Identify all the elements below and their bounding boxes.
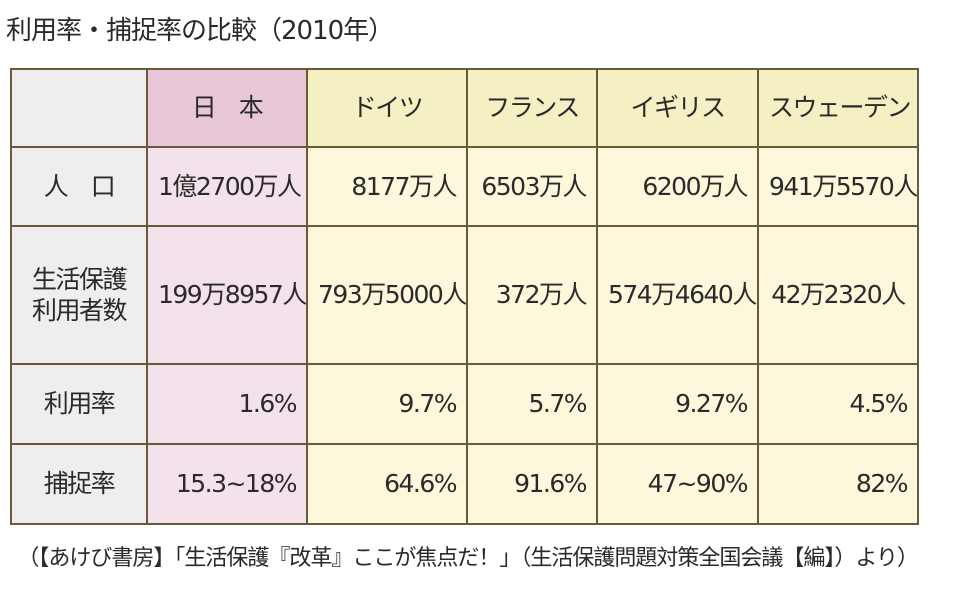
table-cell: 5.7% bbox=[466, 363, 598, 445]
table-corner-cell bbox=[10, 68, 148, 148]
table-cell: 64.6% bbox=[306, 443, 468, 525]
row-header-recipients: 生活保護 利用者数 bbox=[10, 225, 148, 365]
table-cell: 199万8957人 bbox=[146, 225, 308, 365]
comparison-table: 日 本 ドイツ フランス イギリス スウェーデン 人 口 1億2700万人 81… bbox=[10, 68, 919, 525]
table-header-row: 日 本 ドイツ フランス イギリス スウェーデン bbox=[10, 68, 919, 148]
page-title: 利用率・捕捉率の比較（2010年） bbox=[6, 16, 394, 46]
table-row-population: 人 口 1億2700万人 8177万人 6503万人 6200万人 941万55… bbox=[10, 146, 919, 227]
table-cell: 574万4640人 bbox=[596, 225, 759, 365]
table-cell: 4.5% bbox=[757, 363, 919, 445]
table-row-usage-rate: 利用率 1.6% 9.7% 5.7% 9.27% 4.5% bbox=[10, 363, 919, 445]
table-cell: 1億2700万人 bbox=[146, 146, 308, 227]
column-header-japan: 日 本 bbox=[146, 68, 308, 148]
table-row-take-up-rate: 捕捉率 15.3~18% 64.6% 91.6% 47~90% 82% bbox=[10, 443, 919, 525]
table-cell: 15.3~18% bbox=[146, 443, 308, 525]
table-cell: 91.6% bbox=[466, 443, 598, 525]
row-header-usage-rate: 利用率 bbox=[10, 363, 148, 445]
row-header-population: 人 口 bbox=[10, 146, 148, 227]
table-cell: 8177万人 bbox=[306, 146, 468, 227]
column-header-sweden: スウェーデン bbox=[757, 68, 919, 148]
table-cell: 42万2320人 bbox=[757, 225, 919, 365]
source-citation: （【あけび書房】「生活保護『改革』ここが焦点だ！」（生活保護問題対策全国会議【編… bbox=[17, 546, 919, 571]
row-header-line: 生活保護 bbox=[31, 264, 128, 294]
row-header-take-up-rate: 捕捉率 bbox=[10, 443, 148, 525]
table-cell: 793万5000人 bbox=[306, 225, 468, 365]
row-header-line: 利用者数 bbox=[31, 296, 128, 325]
table-cell: 82% bbox=[757, 443, 919, 525]
table-cell: 9.7% bbox=[306, 363, 468, 445]
column-header-uk: イギリス bbox=[596, 68, 759, 148]
table-cell: 6200万人 bbox=[596, 146, 759, 227]
column-header-france: フランス bbox=[466, 68, 598, 148]
table-cell: 941万5570人 bbox=[757, 146, 919, 227]
table-cell: 9.27% bbox=[596, 363, 759, 445]
table-row-recipients: 生活保護 利用者数 199万8957人 793万5000人 372万人 574万… bbox=[10, 225, 919, 365]
table-cell: 47~90% bbox=[596, 443, 759, 525]
table-cell: 372万人 bbox=[466, 225, 598, 365]
column-header-germany: ドイツ bbox=[306, 68, 468, 148]
table-cell: 6503万人 bbox=[466, 146, 598, 227]
table-cell: 1.6% bbox=[146, 363, 308, 445]
